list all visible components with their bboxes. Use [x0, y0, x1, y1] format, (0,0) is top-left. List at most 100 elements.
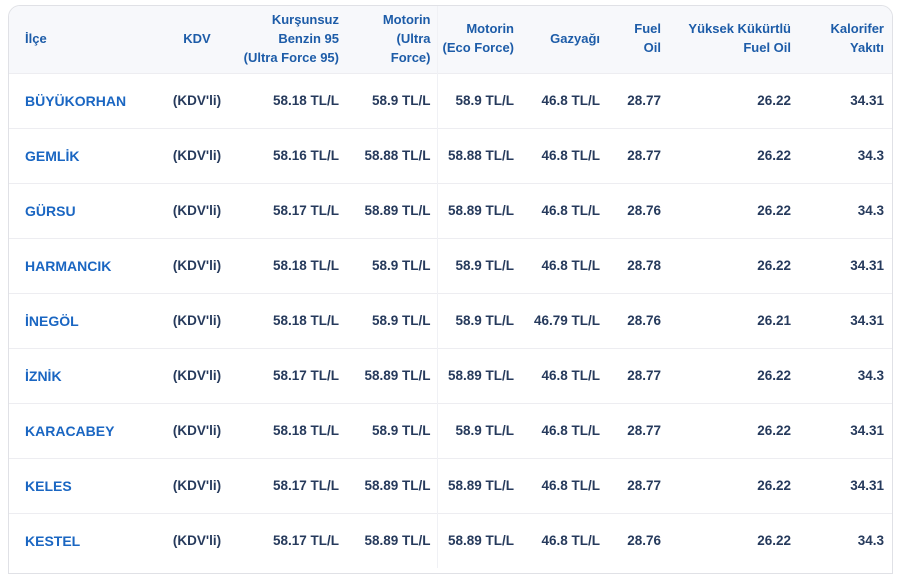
price-cell-motorin_ultra: 58.9 TL/L	[345, 72, 438, 128]
price-cell-motorin_eco: 58.89 TL/L	[437, 457, 520, 513]
price-cell-motorin_ultra: 58.9 TL/L	[345, 237, 438, 293]
price-cell-benzin95: 58.17 TL/L	[239, 512, 345, 568]
price-cell-gazyagi: 46.8 TL/L	[520, 182, 606, 238]
price-cell-kdv: (KDV'li)	[159, 182, 239, 238]
column-header-benzin95: Kurşunsuz Benzin 95 (Ultra Force 95)	[239, 6, 345, 73]
column-header-kdv: KDV	[159, 6, 239, 73]
column-header-fuel_oil: Fuel Oil	[606, 6, 667, 73]
price-cell-fuel_oil: 28.76	[606, 512, 667, 568]
district-link[interactable]: KELES	[9, 457, 159, 513]
price-cell-benzin95: 58.17 TL/L	[239, 347, 345, 403]
price-cell-benzin95: 58.18 TL/L	[239, 237, 345, 293]
column-header-motorin_eco: Motorin (Eco Force)	[437, 6, 520, 73]
price-cell-gazyagi: 46.8 TL/L	[520, 72, 606, 128]
district-link[interactable]: GÜRSU	[9, 182, 159, 238]
header-row: İlçe KDV Kurşunsuz Benzin 95 (Ultra Force …	[9, 6, 892, 73]
price-cell-motorin_eco: 58.89 TL/L	[437, 347, 520, 403]
price-cell-motorin_ultra: 58.9 TL/L	[345, 292, 438, 348]
price-cell-kdv: (KDV'li)	[159, 512, 239, 568]
price-cell-fuel_oil: 28.77	[606, 72, 667, 128]
table-row: HARMANCIK (KDV'li) 58.18 TL/L 58.9 TL/L 58.9…	[9, 237, 892, 293]
price-cell-benzin95: 58.18 TL/L	[239, 402, 345, 458]
price-cell-motorin_ultra: 58.88 TL/L	[345, 127, 438, 183]
price-cell-benzin95: 58.18 TL/L	[239, 292, 345, 348]
price-cell-motorin_eco: 58.89 TL/L	[437, 512, 520, 568]
price-cell-motorin_ultra: 58.89 TL/L	[345, 457, 438, 513]
price-cell-fuel_oil: 28.77	[606, 457, 667, 513]
table-row: İZNİK (KDV'li) 58.17 TL/L 58.89 TL/L 58.89 T…	[9, 347, 892, 403]
price-cell-gazyagi: 46.8 TL/L	[520, 347, 606, 403]
table-row: GEMLİK (KDV'li) 58.16 TL/L 58.88 TL/L 58.88 …	[9, 127, 892, 183]
price-cell-kalorifer: 34.3	[797, 347, 892, 403]
price-cell-gazyagi: 46.8 TL/L	[520, 127, 606, 183]
district-link[interactable]: GEMLİK	[9, 127, 159, 183]
table-body: BÜYÜKORHAN (KDV'li) 58.18 TL/L 58.9 TL/L 58.…	[9, 72, 892, 568]
price-cell-yuksek_fuel: 26.22	[667, 402, 797, 458]
price-cell-kalorifer: 34.3	[797, 127, 892, 183]
price-cell-kdv: (KDV'li)	[159, 402, 239, 458]
price-cell-kalorifer: 34.3	[797, 182, 892, 238]
price-cell-fuel_oil: 28.76	[606, 182, 667, 238]
price-cell-yuksek_fuel: 26.22	[667, 237, 797, 293]
table-row: KESTEL (KDV'li) 58.17 TL/L 58.89 TL/L 58.89 …	[9, 512, 892, 568]
price-cell-kalorifer: 34.31	[797, 402, 892, 458]
table-row: GÜRSU (KDV'li) 58.17 TL/L 58.89 TL/L 58.89 T…	[9, 182, 892, 238]
fuel-price-card: İlçe KDV Kurşunsuz Benzin 95 (Ultra Force …	[8, 5, 893, 574]
price-cell-kdv: (KDV'li)	[159, 457, 239, 513]
district-link[interactable]: KARACABEY	[9, 402, 159, 458]
column-header-yuksek_fuel: Yüksek Kükürtlü Fuel Oil	[667, 6, 797, 73]
column-header-gazyagi: Gazyağı	[520, 6, 606, 73]
table-row: KELES (KDV'li) 58.17 TL/L 58.89 TL/L 58.89 T…	[9, 457, 892, 513]
price-cell-kdv: (KDV'li)	[159, 72, 239, 128]
price-cell-motorin_eco: 58.9 TL/L	[437, 237, 520, 293]
price-cell-benzin95: 58.17 TL/L	[239, 457, 345, 513]
price-cell-motorin_eco: 58.9 TL/L	[437, 292, 520, 348]
price-cell-benzin95: 58.17 TL/L	[239, 182, 345, 238]
price-cell-motorin_ultra: 58.9 TL/L	[345, 402, 438, 458]
district-link[interactable]: İNEGÖL	[9, 292, 159, 348]
table-row: İNEGÖL (KDV'li) 58.18 TL/L 58.9 TL/L 58.9 TL…	[9, 292, 892, 348]
district-link[interactable]: BÜYÜKORHAN	[9, 72, 159, 128]
price-cell-motorin_ultra: 58.89 TL/L	[345, 347, 438, 403]
district-link[interactable]: İZNİK	[9, 347, 159, 403]
price-cell-kalorifer: 34.31	[797, 457, 892, 513]
price-cell-yuksek_fuel: 26.22	[667, 72, 797, 128]
price-cell-fuel_oil: 28.78	[606, 237, 667, 293]
column-header-motorin_ultra: Motorin (Ultra Force)	[345, 6, 438, 73]
price-cell-motorin_eco: 58.9 TL/L	[437, 402, 520, 458]
price-cell-kalorifer: 34.31	[797, 292, 892, 348]
price-cell-fuel_oil: 28.77	[606, 127, 667, 183]
price-cell-yuksek_fuel: 26.22	[667, 347, 797, 403]
price-cell-gazyagi: 46.8 TL/L	[520, 237, 606, 293]
table-row: BÜYÜKORHAN (KDV'li) 58.18 TL/L 58.9 TL/L 58.…	[9, 72, 892, 128]
price-cell-yuksek_fuel: 26.21	[667, 292, 797, 348]
price-cell-gazyagi: 46.8 TL/L	[520, 402, 606, 458]
column-header-ilce: İlçe	[9, 6, 159, 73]
table-row: KARACABEY (KDV'li) 58.18 TL/L 58.9 TL/L 58.9…	[9, 402, 892, 458]
price-cell-kalorifer: 34.3	[797, 512, 892, 568]
district-link[interactable]: HARMANCIK	[9, 237, 159, 293]
price-cell-motorin_eco: 58.9 TL/L	[437, 72, 520, 128]
price-cell-kdv: (KDV'li)	[159, 292, 239, 348]
price-cell-kdv: (KDV'li)	[159, 237, 239, 293]
price-cell-motorin_ultra: 58.89 TL/L	[345, 512, 438, 568]
price-cell-benzin95: 58.16 TL/L	[239, 127, 345, 183]
price-cell-yuksek_fuel: 26.22	[667, 512, 797, 568]
price-cell-fuel_oil: 28.76	[606, 292, 667, 348]
price-cell-yuksek_fuel: 26.22	[667, 457, 797, 513]
fuel-price-table: İlçe KDV Kurşunsuz Benzin 95 (Ultra Force …	[9, 6, 892, 568]
table-header: İlçe KDV Kurşunsuz Benzin 95 (Ultra Force …	[9, 6, 892, 73]
price-cell-motorin_ultra: 58.89 TL/L	[345, 182, 438, 238]
price-cell-fuel_oil: 28.77	[606, 347, 667, 403]
district-link[interactable]: KESTEL	[9, 512, 159, 568]
column-header-kalorifer: Kalorifer Yakıtı	[797, 6, 892, 73]
price-cell-motorin_eco: 58.88 TL/L	[437, 127, 520, 183]
price-cell-kalorifer: 34.31	[797, 237, 892, 293]
price-cell-yuksek_fuel: 26.22	[667, 127, 797, 183]
price-cell-gazyagi: 46.79 TL/L	[520, 292, 606, 348]
price-cell-gazyagi: 46.8 TL/L	[520, 512, 606, 568]
price-cell-benzin95: 58.18 TL/L	[239, 72, 345, 128]
price-cell-kalorifer: 34.31	[797, 72, 892, 128]
price-cell-kdv: (KDV'li)	[159, 347, 239, 403]
price-cell-gazyagi: 46.8 TL/L	[520, 457, 606, 513]
